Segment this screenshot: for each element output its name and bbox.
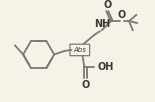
Text: O: O xyxy=(81,80,89,90)
Text: OH: OH xyxy=(97,62,113,72)
Text: Abs: Abs xyxy=(73,47,86,53)
FancyBboxPatch shape xyxy=(70,44,90,56)
Text: NH: NH xyxy=(95,19,111,29)
Text: O: O xyxy=(118,10,126,20)
Text: O: O xyxy=(103,0,111,10)
